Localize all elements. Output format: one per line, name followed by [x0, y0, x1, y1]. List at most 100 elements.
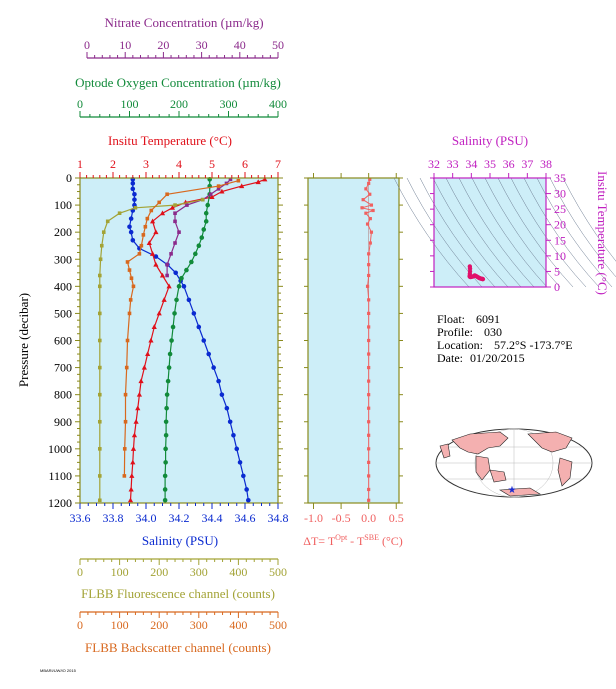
dt-data-point — [360, 206, 364, 210]
dt-data-point — [367, 365, 371, 370]
ts-density-contour — [419, 177, 496, 288]
salinity-data-point — [211, 365, 216, 370]
salinity-data-point — [234, 446, 240, 452]
nitrate-data-point — [173, 219, 177, 224]
nitrate-data-point — [173, 211, 177, 216]
dt-data-point — [367, 474, 371, 478]
fluorescence-data-point — [98, 392, 102, 397]
fluorescence-profile-line — [99, 199, 203, 501]
salinity-tick-label: 34.8 — [268, 511, 289, 525]
pressure-tick-label: 100 — [54, 198, 72, 212]
temperature-data-point — [136, 391, 142, 397]
ts-y-tick-label: 0 — [554, 280, 560, 294]
dt-data-point — [367, 447, 371, 451]
ts-x-tick-label: 32 — [428, 157, 440, 171]
backscatter-data-point — [141, 233, 146, 237]
date-value: 01/20/2015 — [470, 351, 525, 365]
fluorescence-data-point — [98, 273, 102, 278]
fluorescence-data-point — [98, 257, 103, 262]
temperature-data-point — [255, 179, 261, 185]
fluorescence-axis-label: FLBB Fluorescence channel (counts) — [81, 586, 275, 601]
oxygen-tick-label: 0 — [77, 97, 83, 111]
backscatter-data-point — [131, 284, 136, 289]
ts-x-tick-label: 37 — [521, 157, 533, 171]
dt-data-point — [369, 203, 374, 207]
backscatter-data-point — [127, 311, 132, 316]
temperature-data-point — [153, 229, 159, 235]
salinity-data-point — [216, 378, 221, 384]
dt-tick-label: 0.0 — [361, 511, 376, 525]
backscatter-tick-label: 200 — [150, 618, 168, 632]
backscatter-tick-label: 300 — [190, 618, 208, 632]
nitrate-axis: 0 10 20 30 40 50 — [84, 38, 284, 59]
dt-data-point — [364, 187, 368, 191]
dt-tick-label: 0.5 — [389, 511, 404, 525]
temperature-data-point — [153, 261, 159, 267]
oxygen-axis: 0 100 200 300 400 — [77, 97, 287, 118]
dt-plot-ticks: -1.0 -0.5 0.0 0.5 — [304, 173, 404, 525]
salinity-data-point — [237, 460, 243, 465]
dt-data-point — [368, 192, 372, 196]
main-plot-background — [80, 178, 278, 503]
fluorescence-tick-label: 0 — [77, 565, 83, 579]
dt-data-point — [369, 230, 374, 234]
nitrate-tick-label: 0 — [84, 38, 90, 52]
salinity-data-point — [196, 324, 202, 330]
backscatter-profile-line — [123, 180, 239, 476]
fluorescence-tick-label: 100 — [111, 565, 129, 579]
oxygen-data-point — [189, 259, 194, 265]
fluorescence-data-point — [99, 243, 104, 248]
backscatter-data-point — [216, 184, 221, 188]
backscatter-data-point — [149, 208, 154, 213]
nitrate-data-point — [173, 241, 177, 245]
profile-label: Profile: — [437, 325, 473, 339]
main-plot-ticks: 1 2 3 4 5 6 7 33.6 33.8 34.0 34.2 34.4 34.6 34.8 0 100 2… — [48, 157, 289, 525]
ts-density-contour — [393, 177, 470, 288]
backscatter-data-point — [165, 192, 169, 197]
nitrate-data-point — [169, 252, 173, 256]
dt-data-point — [368, 177, 372, 181]
oxygen-data-point — [166, 365, 172, 370]
dt-data-point — [368, 241, 372, 245]
nitrate-tick-label: 40 — [234, 38, 246, 52]
dt-data-point — [367, 181, 371, 186]
salinity-tick-label: 33.6 — [70, 511, 91, 525]
backscatter-data-point — [123, 419, 128, 424]
oxygen-data-point — [170, 324, 176, 330]
backscatter-data-point — [139, 243, 144, 248]
ts-density-contour — [471, 177, 548, 288]
salinity-tick-label: 34.0 — [136, 511, 157, 525]
backscatter-tick-label: 400 — [229, 618, 247, 632]
ts-y-tick-label: 15 — [554, 233, 566, 247]
backscatter-axis-label: FLBB Backscatter channel (counts) — [85, 640, 271, 655]
dt-axis-label: ΔT= TOpt - TSBE (°C) — [303, 533, 403, 548]
pressure-axis-label: Pressure (decibar) — [16, 293, 31, 387]
temperature-data-point — [150, 251, 156, 256]
dt-data-point — [367, 263, 371, 267]
dt-data-point — [367, 498, 371, 502]
backscatter-data-point — [128, 298, 133, 302]
ts-y-tick-label: 5 — [554, 264, 560, 278]
temperature-data-point — [262, 176, 268, 182]
salinity-data-point — [227, 419, 233, 425]
ts-y-tick-label: 30 — [554, 187, 566, 201]
oxygen-data-point — [164, 405, 169, 411]
salinity-tick-label: 34.4 — [202, 511, 223, 525]
backscatter-data-point — [129, 276, 134, 281]
fluorescence-data-point — [101, 230, 106, 234]
ts-density-contour — [458, 177, 535, 288]
backscatter-tick-label: 500 — [269, 618, 287, 632]
temperature-tick-label: 6 — [242, 157, 248, 171]
fluorescence-data-point — [98, 498, 102, 503]
oxygen-data-point — [203, 210, 209, 216]
dt-data-point — [367, 487, 371, 492]
oxygen-data-point — [174, 297, 179, 303]
salinity-data-point — [130, 181, 136, 186]
ts-density-contour — [497, 177, 574, 288]
salinity-data-point — [246, 497, 251, 503]
pressure-tick-label: 800 — [54, 388, 72, 402]
nitrate-data-point — [177, 230, 181, 234]
nitrate-data-point — [185, 203, 189, 207]
